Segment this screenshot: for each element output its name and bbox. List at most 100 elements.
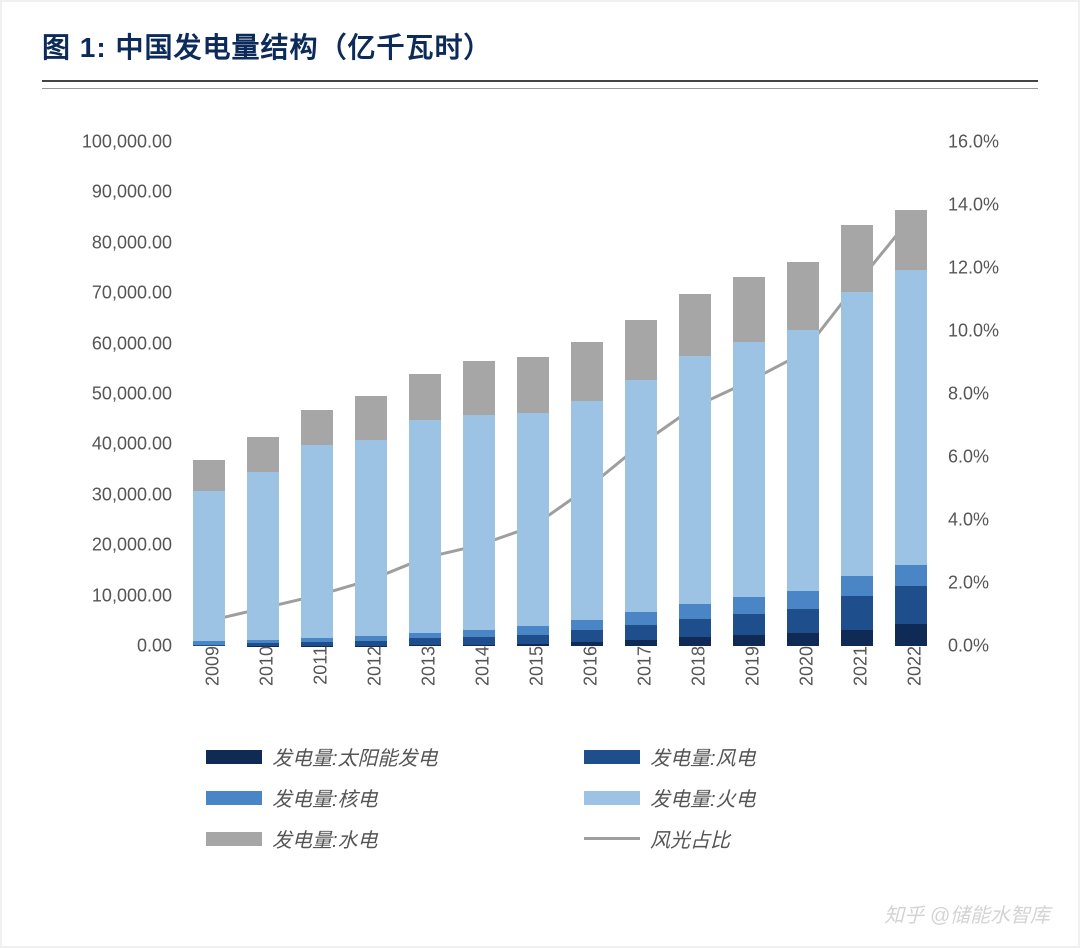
bar-group	[463, 142, 495, 646]
bar-segment-wind	[679, 619, 711, 637]
bar-segment-thermal	[787, 330, 819, 591]
x-tick: 2012	[357, 646, 386, 686]
y-left-tick: 10,000.00	[92, 585, 182, 606]
y-left-tick: 80,000.00	[92, 232, 182, 253]
bar-segment-thermal	[895, 270, 927, 565]
plot-area: 0.0010,000.0020,000.0030,000.0040,000.00…	[182, 142, 938, 646]
bar-segment-hydro	[301, 410, 333, 445]
bar-group	[733, 142, 765, 646]
bar-group	[517, 142, 549, 646]
bar-segment-thermal	[247, 472, 279, 640]
bar-segment-nuclear	[571, 620, 603, 631]
bar-segment-thermal	[625, 380, 657, 612]
bar-segment-nuclear	[787, 591, 819, 609]
legend-swatch	[584, 750, 640, 764]
bar-segment-hydro	[247, 437, 279, 472]
bar-segment-nuclear	[733, 597, 765, 615]
bar-segment-thermal	[679, 356, 711, 604]
bar-segment-nuclear	[625, 612, 657, 624]
y-left-tick: 100,000.00	[82, 132, 182, 153]
bar-segment-nuclear	[193, 641, 225, 645]
chart-title: 图 1: 中国发电量结构（亿千瓦时）	[42, 26, 1038, 66]
y-left-tick: 90,000.00	[92, 182, 182, 203]
legend-item-wind: 发电量:风电	[584, 742, 914, 771]
title-bar: 图 1: 中国发电量结构（亿千瓦时）	[2, 2, 1078, 80]
y-right-tick: 0.0%	[938, 636, 989, 657]
bar-group	[625, 142, 657, 646]
y-right-tick: 16.0%	[938, 132, 999, 153]
x-tick: 2021	[843, 646, 872, 686]
y-right-tick: 4.0%	[938, 510, 989, 531]
legend-swatch	[206, 750, 262, 764]
bar-segment-solar	[733, 635, 765, 646]
x-tick: 2020	[789, 646, 818, 686]
legend-item-thermal: 发电量:火电	[584, 783, 914, 812]
x-tick: 2016	[573, 646, 602, 686]
bar-segment-hydro	[625, 320, 657, 380]
chart-area: 0.0010,000.0020,000.0030,000.0040,000.00…	[42, 112, 1038, 906]
x-tick: 2022	[897, 646, 926, 686]
legend-swatch	[584, 791, 640, 805]
bar-segment-nuclear	[895, 565, 927, 586]
bar-group	[193, 142, 225, 646]
bar-group	[247, 142, 279, 646]
legend-item-wind_solar_share: 风光占比	[584, 824, 914, 853]
legend-swatch	[206, 832, 262, 846]
legend-item-nuclear: 发电量:核电	[206, 783, 536, 812]
bar-segment-hydro	[841, 225, 873, 293]
bar-segment-hydro	[895, 210, 927, 271]
bar-segment-solar	[787, 633, 819, 646]
y-right-tick: 14.0%	[938, 195, 999, 216]
x-tick: 2010	[249, 646, 278, 686]
bar-segment-hydro	[409, 374, 441, 420]
y-right-tick: 8.0%	[938, 384, 989, 405]
bar-segment-wind	[517, 635, 549, 644]
bar-segment-thermal	[301, 445, 333, 638]
bar-segment-hydro	[193, 460, 225, 491]
bar-segment-nuclear	[679, 604, 711, 619]
legend-swatch	[584, 837, 640, 840]
bar-segment-wind	[895, 586, 927, 624]
y-right-tick: 12.0%	[938, 258, 999, 279]
bar-segment-nuclear	[247, 640, 279, 644]
bar-segment-hydro	[679, 294, 711, 356]
x-tick: 2009	[195, 646, 224, 686]
bar-segment-nuclear	[841, 576, 873, 597]
bar-segment-wind	[463, 637, 495, 645]
bar-segment-thermal	[193, 491, 225, 641]
bar-segment-wind	[409, 638, 441, 645]
bar-group	[895, 142, 927, 646]
bar-group	[409, 142, 441, 646]
bar-segment-hydro	[355, 396, 387, 440]
divider-top-thick	[42, 80, 1038, 82]
y-left-tick: 70,000.00	[92, 283, 182, 304]
x-tick: 2013	[411, 646, 440, 686]
bar-segment-wind	[787, 609, 819, 633]
bar-group	[841, 142, 873, 646]
x-tick: 2018	[681, 646, 710, 686]
x-tick: 2011	[303, 646, 332, 685]
legend-label: 发电量:火电	[650, 783, 756, 812]
bar-segment-nuclear	[355, 636, 387, 641]
bar-segment-thermal	[355, 440, 387, 636]
legend-label: 发电量:风电	[650, 742, 756, 771]
legend-item-hydro: 发电量:水电	[206, 824, 536, 853]
bar-group	[679, 142, 711, 646]
legend-label: 发电量:太阳能发电	[272, 742, 438, 771]
bar-segment-thermal	[517, 413, 549, 626]
bar-segment-thermal	[841, 292, 873, 576]
bar-segment-wind	[625, 625, 657, 640]
bar-group	[571, 142, 603, 646]
line-svg	[182, 142, 938, 646]
bar-segment-hydro	[733, 277, 765, 343]
y-right-tick: 10.0%	[938, 321, 999, 342]
y-right-tick: 6.0%	[938, 447, 989, 468]
legend-swatch	[206, 791, 262, 805]
y-left-tick: 50,000.00	[92, 384, 182, 405]
x-tick: 2019	[735, 646, 764, 686]
legend-item-solar: 发电量:太阳能发电	[206, 742, 536, 771]
y-left-tick: 60,000.00	[92, 333, 182, 354]
bar-segment-thermal	[733, 342, 765, 597]
y-left-tick: 30,000.00	[92, 484, 182, 505]
bar-segment-thermal	[571, 401, 603, 619]
